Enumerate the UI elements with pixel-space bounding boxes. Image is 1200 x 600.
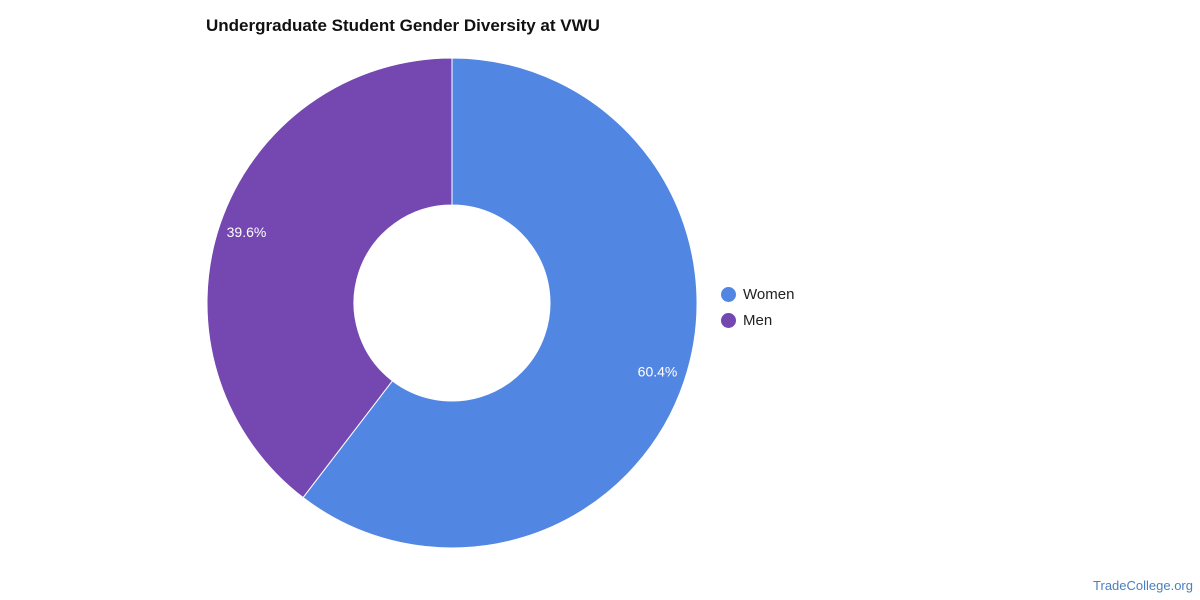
slice-men bbox=[206, 57, 453, 499]
chart-title: Undergraduate Student Gender Diversity a… bbox=[206, 16, 600, 35]
slice-label-men: 39.6% bbox=[227, 224, 267, 240]
legend-label-men: Men bbox=[743, 311, 773, 329]
credit-link[interactable]: TradeCollege.org bbox=[1093, 578, 1193, 593]
legend-item-women[interactable]: Women bbox=[721, 281, 794, 307]
legend-swatch-women bbox=[721, 286, 736, 302]
legend-item-men[interactable]: Men bbox=[721, 307, 794, 333]
chart-legend: Women Men bbox=[721, 281, 794, 333]
legend-swatch-men bbox=[721, 312, 736, 328]
slice-women bbox=[302, 57, 698, 549]
slice-label-women: 60.4% bbox=[638, 363, 678, 379]
legend-label-women: Women bbox=[743, 285, 795, 303]
